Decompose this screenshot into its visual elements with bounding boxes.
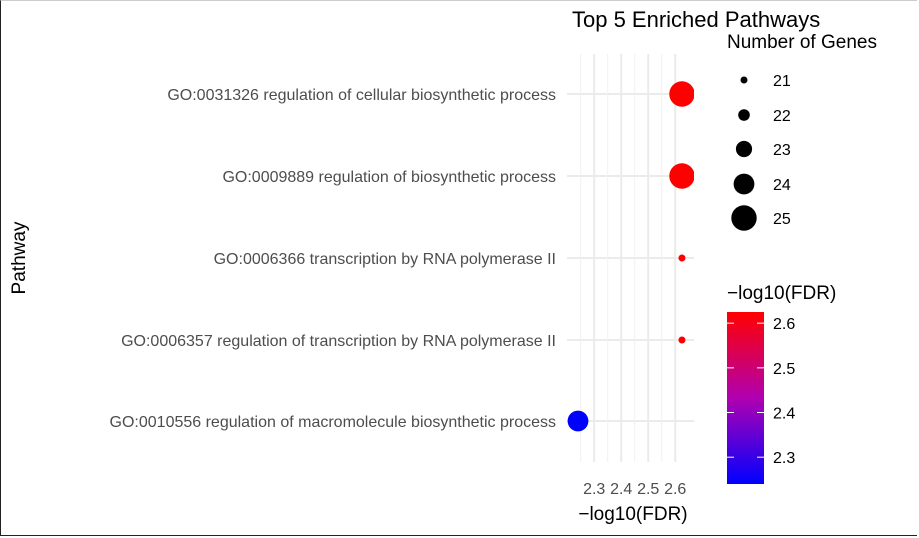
y-axis-title: Pathway <box>9 221 30 294</box>
size-legend-key <box>733 173 755 195</box>
size-legend-label: 25 <box>773 211 791 228</box>
color-legend-title: −log10(FDR) <box>727 283 836 304</box>
color-legend-label: 2.6 <box>773 316 795 333</box>
x-tick-label: 2.3 <box>583 481 605 498</box>
data-point <box>678 336 686 344</box>
size-legend-key <box>731 205 757 231</box>
pathway-label: GO:0031326 regulation of cellular biosyn… <box>167 87 556 104</box>
size-legend-title: Number of Genes <box>727 32 877 53</box>
x-tick-label: 2.6 <box>664 481 686 498</box>
size-legend-label: 24 <box>773 177 791 194</box>
data-point <box>669 163 694 189</box>
pathway-label: GO:0006366 transcription by RNA polymera… <box>214 251 556 268</box>
pathway-labels: GO:0031326 regulation of cellular biosyn… <box>110 87 556 431</box>
color-legend-label: 2.5 <box>773 361 795 378</box>
size-legend: 21 22 23 24 25 <box>731 73 791 231</box>
color-legend-label: 2.3 <box>773 450 795 467</box>
pathway-label: GO:0010556 regulation of macromolecule b… <box>110 414 556 431</box>
size-legend-key <box>738 109 750 121</box>
data-point <box>567 410 589 432</box>
pathway-label: GO:0006357 regulation of transcription b… <box>121 333 556 350</box>
size-legend-label: 21 <box>773 73 791 90</box>
data-points <box>567 81 694 432</box>
size-legend-key <box>740 76 748 84</box>
size-legend-label: 23 <box>773 142 791 159</box>
color-legend-bar <box>727 312 764 484</box>
data-point <box>669 81 694 107</box>
x-tick-label: 2.4 <box>610 481 632 498</box>
color-legend-label: 2.4 <box>773 406 795 423</box>
x-axis-title: −log10(FDR) <box>578 504 687 525</box>
pathway-label: GO:0009889 regulation of biosynthetic pr… <box>222 169 556 186</box>
data-point <box>678 254 686 262</box>
size-legend-key <box>735 140 753 158</box>
color-legend-ticks: 2.3 2.4 2.5 2.6 <box>727 316 795 467</box>
grid-lines <box>567 54 694 462</box>
size-legend-label: 22 <box>773 108 791 125</box>
x-tick-label: 2.5 <box>637 481 659 498</box>
x-tick-labels: 2.3 2.4 2.5 2.6 <box>583 481 686 498</box>
chart-title: Top 5 Enriched Pathways <box>572 7 820 32</box>
